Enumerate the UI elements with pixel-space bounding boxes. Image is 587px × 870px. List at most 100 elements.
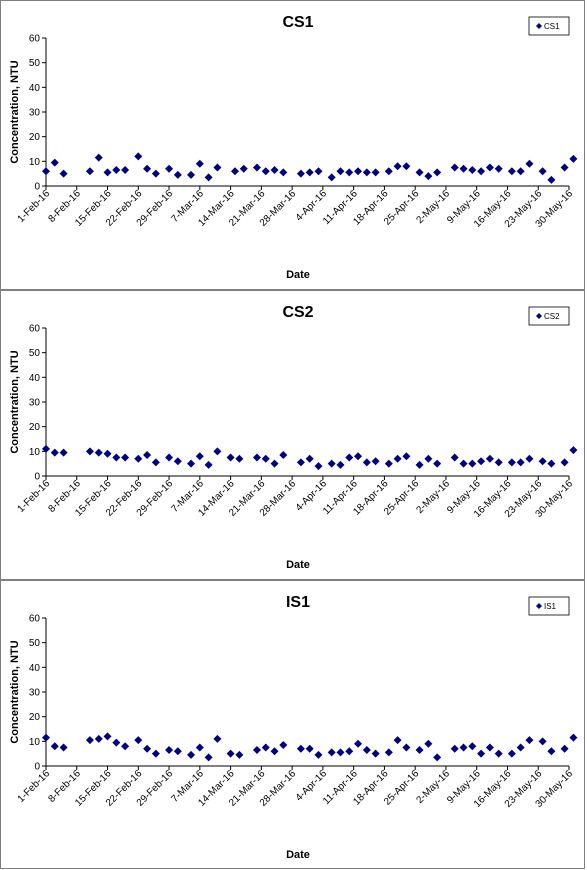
legend-label: CS1 [544,22,560,31]
chart-cs2: CS2 Concentration, NTU Date 0 10 20 30 40 50 60 1-… [9,304,578,571]
data-point [345,168,354,177]
data-point [121,453,130,462]
x-tick-label: 1-Feb-16 [16,478,53,515]
data-point [314,750,323,759]
x-tick-label: 1-Feb-16 [16,768,53,805]
data-point [477,749,486,758]
data-point [450,744,459,753]
legend-box [528,306,570,326]
data-point [151,458,160,467]
data-point [459,459,468,468]
data-point [151,169,160,178]
data-point [402,162,411,171]
data-point [279,451,288,460]
data-point [314,167,323,176]
data-point [59,169,68,178]
legend-label: IS1 [544,602,557,611]
data-point [134,152,143,161]
data-point [393,162,402,171]
data-point [433,459,442,468]
data-point [187,459,196,468]
x-axis-title: Date [286,559,310,571]
data-point [424,739,433,748]
data-point [336,460,345,469]
y-tick-label: 20 [29,422,41,433]
data-point [468,165,477,174]
data-point [261,167,270,176]
data-point [468,742,477,751]
data-point [450,163,459,172]
data-point [459,743,468,752]
data-point [59,448,68,457]
legend-box [528,16,570,36]
y-tick-label: 20 [29,712,41,723]
data-point [213,734,222,743]
data-point [187,170,196,179]
data-point [50,448,59,457]
data-point [415,168,424,177]
y-tick-label: 40 [29,83,41,94]
data-point [195,743,204,752]
y-tick-label: 10 [29,447,41,458]
y-tick-label: 50 [29,348,41,359]
data-point [507,749,516,758]
data-point [415,745,424,754]
data-point [433,753,442,762]
data-point [485,163,494,172]
data-point [85,736,94,745]
data-point [402,743,411,752]
x-axis-title: Date [286,269,310,281]
data-point [345,747,354,756]
chart-panel-cs1: CS1 Concentration, NTU Date 0 10 20 30 40 50 60 1-… [0,0,585,290]
data-point [213,447,222,456]
data-point [296,458,305,467]
y-tick-label: 30 [29,108,41,119]
legend-marker [536,23,542,29]
legend: CS1 [528,16,570,36]
data-point [354,167,363,176]
data-point [362,458,371,467]
data-point [569,733,578,742]
data-point [525,736,534,745]
legend-box [528,596,570,616]
data-point [230,167,239,176]
chart-panel-is1: IS1 Concentration, NTU Date 0 10 20 30 40 50 60 1-… [0,580,585,869]
data-point [494,164,503,173]
data-point [477,167,486,176]
data-point [336,167,345,176]
data-point [204,460,213,469]
data-point [569,446,578,455]
data-point [195,452,204,461]
data-point [85,167,94,176]
data-point [270,165,279,174]
y-axis-title: Concentration, NTU [9,60,21,163]
y-tick-label: 0 [34,762,40,773]
data-point [327,459,336,468]
data-point [538,457,547,466]
data-point [173,747,182,756]
data-point [450,453,459,462]
data-point [305,744,314,753]
data-point [305,454,314,463]
data-point [314,462,323,471]
data-point [547,175,556,184]
data-point [103,168,112,177]
data-point [134,454,143,463]
y-tick-label: 60 [29,324,41,335]
data-point [371,749,380,758]
data-point [204,173,213,182]
data-point [547,459,556,468]
y-tick-label: 50 [29,58,41,69]
y-tick-label: 40 [29,373,41,384]
data-point [85,447,94,456]
x-tick-label: 1-Feb-16 [16,188,53,225]
data-point [354,452,363,461]
data-point [165,164,174,173]
data-point [296,169,305,178]
data-point [384,748,393,757]
data-point [173,457,182,466]
data-point [424,172,433,181]
legend-marker [536,603,542,609]
data-point [187,750,196,759]
data-point [538,167,547,176]
